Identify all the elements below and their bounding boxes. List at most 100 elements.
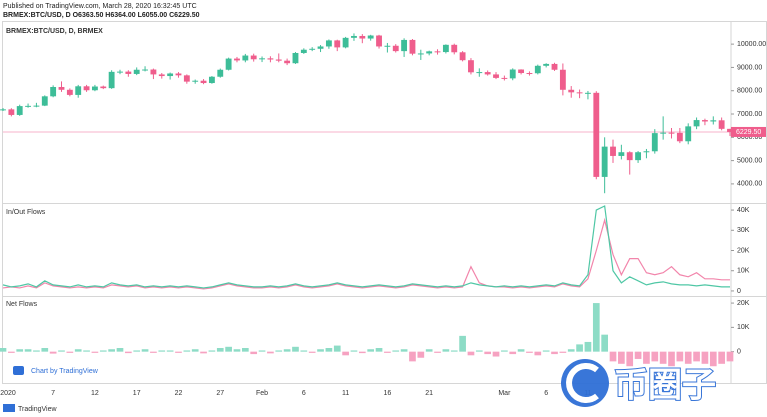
net-flow-bar (425, 349, 433, 352)
net-flow-bar (325, 348, 333, 352)
net-flow-bar (601, 334, 608, 352)
brand: TradingView (3, 404, 57, 413)
watermark-text: 币圈子 (614, 366, 716, 406)
net-flow-bar (434, 351, 441, 353)
candle-body (75, 86, 82, 95)
candle-body (125, 71, 132, 74)
net-flow-bar (166, 350, 174, 352)
net-flow-bar (392, 350, 400, 352)
net-flow-bar (484, 351, 492, 355)
net-flow-bar (241, 348, 249, 352)
y-tick-label: 4000.00 (737, 181, 762, 188)
candle-body (33, 105, 40, 107)
symbol-line: BRMEX:BTC/USD, D O6363.50 H6364.00 L6055… (3, 12, 200, 19)
net-flow-bar (133, 350, 141, 352)
net-flow-bar (718, 351, 725, 364)
candle-body (41, 96, 48, 106)
net-flow-bar (258, 350, 266, 352)
net-flow-bar (592, 303, 600, 352)
net-flow-bar (350, 350, 358, 352)
net-flow-bar (442, 349, 450, 352)
net-flow-bar (526, 351, 533, 353)
net-flow-bar (200, 351, 207, 354)
price-label: 6229.50 (736, 129, 761, 136)
net-flow-bar (41, 348, 49, 352)
net-flow-bar (417, 351, 425, 358)
candle-body (442, 44, 449, 53)
net-flow-bar (150, 351, 157, 353)
link-text[interactable]: Chart by TradingView (31, 368, 99, 375)
candle-body (58, 86, 65, 90)
net-flow-bar (300, 350, 308, 352)
y-tick-label: 40K (737, 207, 750, 214)
net-flow-bar (584, 341, 592, 352)
candle-body (275, 59, 282, 61)
net-flow-bar (216, 348, 224, 352)
net-flow-bar (684, 351, 692, 364)
net-flow-bar (250, 351, 258, 355)
net-flow-bar (375, 348, 383, 352)
candle-body (367, 35, 374, 39)
net-flow-bar (450, 350, 458, 352)
watermark-logo-arc (566, 363, 599, 403)
candle-body (468, 60, 474, 73)
plot-layer: 4000.00 5000.00 6000.00 7000.00 8000.00 9000.… (0, 33, 766, 397)
net-flow-bar (141, 349, 149, 352)
net-flow-bar (517, 349, 525, 352)
net-flow-bar (74, 349, 82, 352)
net-flow-bar (125, 351, 132, 354)
x-tick-label: 2020 (0, 390, 16, 397)
y-tick-label: 10000.00 (737, 41, 766, 48)
candle-body (401, 39, 408, 52)
candle-body (309, 48, 316, 50)
net-flow-bar (651, 351, 659, 362)
candle-body (376, 35, 382, 47)
y-tick-label: 0 (737, 288, 741, 295)
net-flow-bar (317, 349, 324, 352)
candle-body (476, 72, 483, 74)
chart-by-link[interactable]: Chart by TradingView (13, 366, 99, 375)
net-flow-bar (509, 351, 517, 355)
net-flow-bar (576, 344, 583, 352)
candle-body (234, 58, 240, 61)
candle-body (685, 126, 692, 142)
net-flow-bar (676, 351, 684, 362)
candle-body (610, 146, 616, 156)
net-flow-bar (267, 351, 274, 354)
candle-body (158, 74, 165, 77)
net-flow-bar (475, 350, 483, 352)
candle-body (83, 86, 90, 91)
net-flow-bar (534, 351, 542, 356)
candle-body (526, 73, 533, 75)
candle-body (501, 77, 508, 79)
candle-body (409, 39, 416, 54)
net-flow-bar (358, 351, 366, 354)
pane-title: Net Flows (6, 301, 38, 308)
candle-body (183, 75, 190, 82)
candle-body (351, 35, 357, 38)
net-flow-bar (308, 351, 316, 353)
candle-body (668, 132, 675, 134)
net-flow-bar (91, 351, 99, 353)
net-flow-bar (24, 349, 32, 352)
net-flow-bar (83, 350, 90, 352)
candle-body (259, 58, 265, 60)
x-tick-label: 6 (302, 390, 306, 397)
net-flow-bar (492, 351, 500, 357)
candle-body (543, 63, 550, 66)
candle-body (718, 120, 725, 129)
candle-body (133, 69, 140, 74)
net-flow-bar (183, 350, 191, 352)
candle-body (451, 44, 458, 53)
candle-body (50, 86, 57, 97)
x-tick-label: 12 (91, 390, 99, 397)
net-flow-bar (283, 349, 291, 352)
candle-body (384, 45, 391, 47)
candle-body (25, 105, 31, 107)
net-flow-bar (33, 350, 40, 352)
net-flow-bar (709, 351, 717, 367)
candle-body (66, 89, 73, 95)
net-flow-bar (367, 349, 375, 352)
